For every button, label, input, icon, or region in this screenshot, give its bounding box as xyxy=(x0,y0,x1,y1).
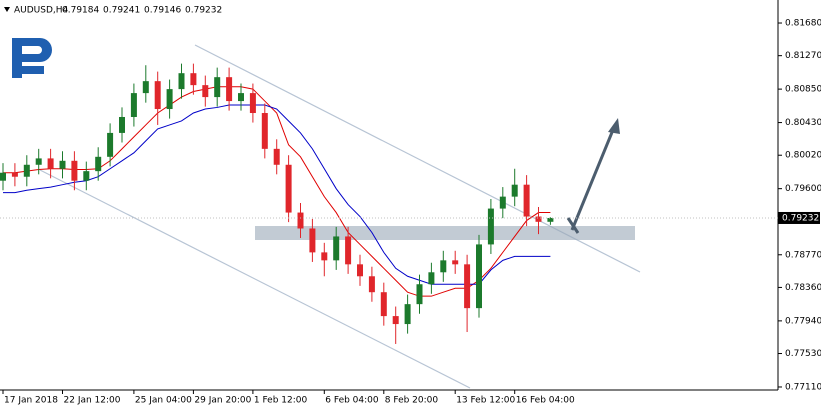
y-tick-label: 0.78770 xyxy=(785,250,821,260)
candle-body xyxy=(71,160,78,181)
logo-part xyxy=(12,38,22,78)
candle-body xyxy=(261,113,268,149)
candle-body xyxy=(404,304,411,325)
candle-body xyxy=(35,158,42,165)
x-tick-label: 25 Jan 04:00 xyxy=(135,396,192,406)
candle-body xyxy=(154,81,161,110)
candle-body xyxy=(47,158,54,169)
candle-body xyxy=(130,93,137,117)
y-tick-label: 0.80850 xyxy=(785,85,821,95)
logo-part xyxy=(22,38,52,62)
y-tick-label: 0.77530 xyxy=(785,349,821,359)
y-tick-label: 0.80430 xyxy=(785,118,821,128)
current-price-label: 0.79232 xyxy=(782,213,819,223)
candle-body xyxy=(166,89,173,110)
candle-body xyxy=(178,73,185,90)
x-tick-label: 16 Feb 04:00 xyxy=(516,396,575,406)
candle-body xyxy=(297,212,304,229)
candle-body xyxy=(428,272,435,285)
x-tick-label: 8 Feb 20:00 xyxy=(385,396,439,406)
y-tick-label: 0.77110 xyxy=(785,382,821,392)
candle-body xyxy=(107,132,114,157)
candle-body xyxy=(190,73,197,86)
logo xyxy=(12,38,52,78)
candle-body xyxy=(142,81,149,94)
candle-body xyxy=(440,260,447,273)
candle-body xyxy=(0,172,6,181)
indicator-line xyxy=(3,86,551,297)
candle-body xyxy=(214,77,221,98)
forecast-arrow xyxy=(570,124,617,231)
candle-body xyxy=(333,236,340,261)
candle-body xyxy=(464,264,471,309)
candle-body xyxy=(380,292,387,317)
symbol: AUDUSD,H4 xyxy=(14,6,69,16)
indicator-line xyxy=(3,104,551,285)
y-tick-label: 0.77940 xyxy=(785,316,821,326)
y-tick-label: 0.81680 xyxy=(785,19,821,29)
candle-body xyxy=(368,276,375,293)
y-tick-label: 0.78360 xyxy=(785,283,821,293)
candle-body xyxy=(476,244,482,309)
candle-body xyxy=(95,156,102,172)
candle-body xyxy=(11,172,18,177)
candle-body xyxy=(499,196,506,209)
logo-part xyxy=(22,66,44,74)
candle-body xyxy=(285,164,292,213)
y-tick-label: 0.81270 xyxy=(785,51,821,61)
header-high: 0.79241 xyxy=(103,6,140,16)
x-tick-label: 29 Jan 20:00 xyxy=(194,396,251,406)
candle-body xyxy=(487,208,494,245)
candle-body xyxy=(273,148,280,165)
candle-body xyxy=(535,216,542,222)
y-tick-label: 0.80020 xyxy=(785,151,821,161)
x-tick-label: 1 Feb 12:00 xyxy=(254,396,308,406)
candle-body xyxy=(511,184,518,197)
candle-body xyxy=(238,93,244,102)
candle-body xyxy=(321,252,328,261)
candle-body xyxy=(309,228,316,253)
channel-line xyxy=(39,169,471,389)
x-tick-label: 22 Jan 12:00 xyxy=(64,396,121,406)
candle-body xyxy=(523,184,530,217)
header-low: 0.79146 xyxy=(144,6,181,16)
candle-body xyxy=(357,264,363,277)
candle-body xyxy=(119,116,125,133)
x-tick-label: 17 Jan 2018 xyxy=(4,396,58,406)
candle-body xyxy=(226,77,233,102)
candle-body xyxy=(59,160,66,169)
x-tick-label: 13 Feb 12:00 xyxy=(456,396,515,406)
candle-body xyxy=(452,260,459,265)
header-close: 0.79232 xyxy=(185,6,222,16)
candle-body xyxy=(392,316,399,325)
arrow-head xyxy=(608,118,620,134)
x-tick-label: 6 Feb 04:00 xyxy=(325,396,379,406)
candle-body xyxy=(416,284,423,305)
collapse-icon xyxy=(4,7,10,12)
candle-body xyxy=(547,217,554,222)
current-price-box xyxy=(778,211,820,224)
header-open: 0.79184 xyxy=(62,6,99,16)
forecast-arrow xyxy=(566,217,580,234)
candle-body xyxy=(202,85,209,98)
y-tick-label: 0.79600 xyxy=(785,184,821,194)
candle-body xyxy=(23,164,30,177)
candle-body xyxy=(345,236,352,265)
candle-body xyxy=(83,171,90,181)
candle-body xyxy=(249,93,256,114)
